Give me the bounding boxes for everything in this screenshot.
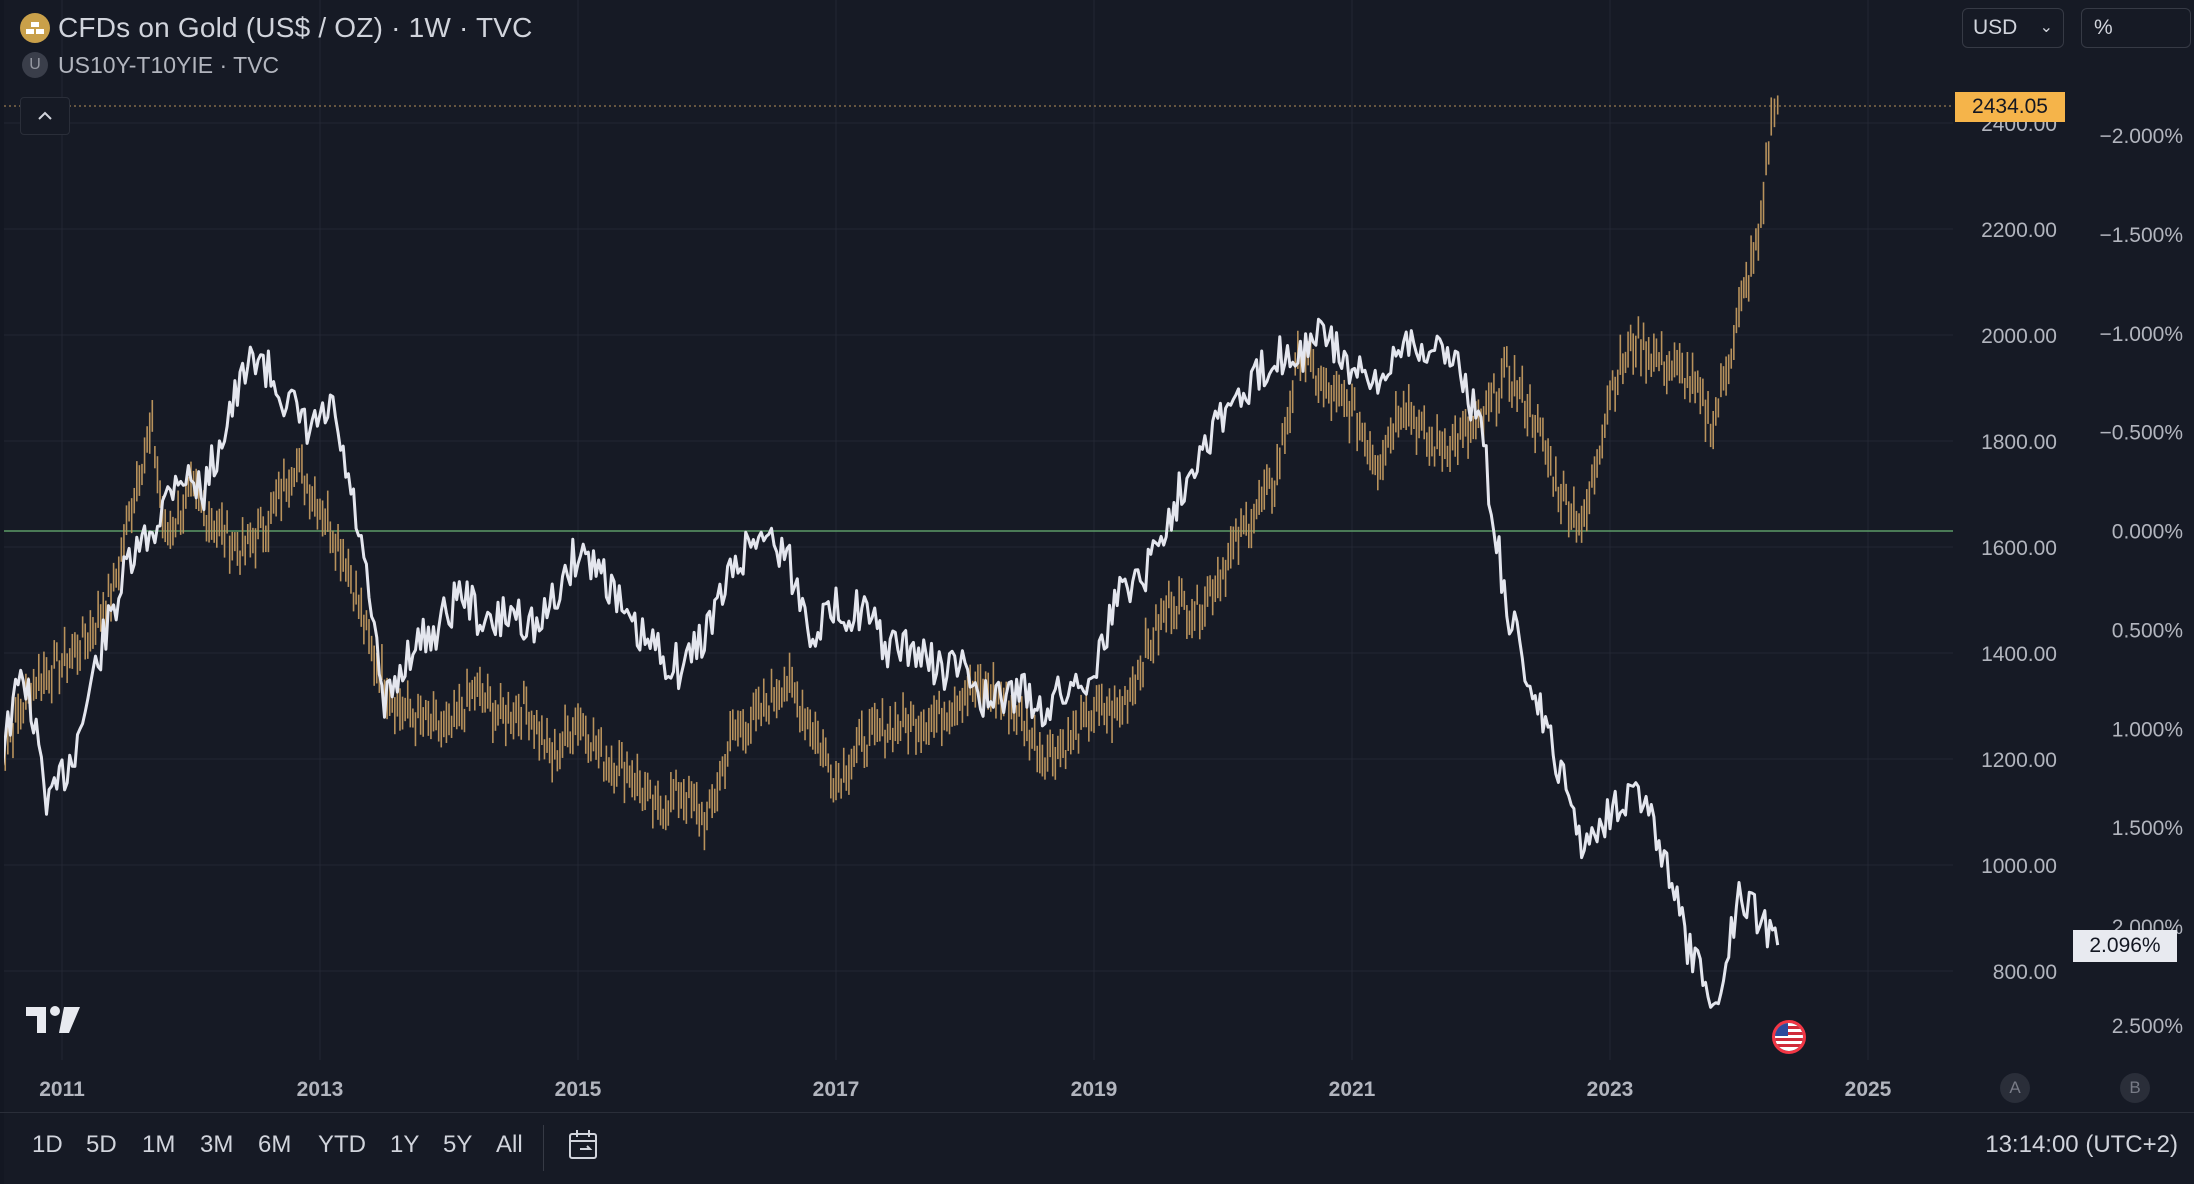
percent-tick-label: 0.500% [2112, 619, 2183, 642]
percent-tick-label: −1.500% [2100, 224, 2184, 247]
percent-tick-label: −0.500% [2100, 422, 2184, 445]
range-1y-button[interactable]: 1Y [390, 1131, 420, 1158]
range-5d-button[interactable]: 5D [86, 1131, 117, 1158]
gold-series [0, 95, 1779, 851]
scale-mode-select[interactable]: % [2081, 8, 2191, 48]
time-axis: 2011 2013 2015 2017 2019 2021 2023 2025 [39, 1078, 1891, 1101]
compare-symbol-icon: U [22, 52, 48, 78]
range-1m-button[interactable]: 1M [142, 1131, 176, 1158]
pane-border [0, 0, 4, 1184]
compare-series [0, 317, 1780, 1009]
price-tick-label: 800.00 [1993, 961, 2057, 984]
price-tick-label: 1800.00 [1981, 431, 2057, 454]
price-tick-label: 1200.00 [1981, 749, 2057, 772]
price-axis: 800.00 1000.00 1200.00 1400.00 1600.00 1800.0… [1981, 113, 2057, 984]
tradingview-logo-icon[interactable] [26, 1005, 82, 1040]
collapse-legend-button[interactable] [20, 97, 70, 135]
us-flag-event-icon[interactable] [1772, 1020, 1806, 1054]
gold-bars-icon [20, 13, 50, 43]
log-scale-button[interactable]: B [2120, 1073, 2150, 1103]
percent-tick-label: 0.000% [2112, 521, 2183, 544]
auto-scale-button[interactable]: A [2000, 1073, 2030, 1103]
price-tick-label: 1000.00 [1981, 855, 2057, 878]
time-tick-label: 2017 [813, 1078, 860, 1101]
calendar-goto-icon[interactable] [566, 1127, 602, 1168]
time-tick-label: 2023 [1587, 1078, 1634, 1101]
compare-line [0, 317, 1780, 1009]
timezone-clock[interactable]: 13:14:00 (UTC+2) [1985, 1131, 2178, 1158]
range-all-button[interactable]: All [496, 1131, 523, 1158]
time-tick-label: 2019 [1071, 1078, 1118, 1101]
chart-canvas[interactable]: 800.00 1000.00 1200.00 1400.00 1600.00 1800.0… [0, 0, 2194, 1112]
legend-compare-row[interactable]: U US10Y-T10YIE · TVC [20, 48, 533, 82]
currency-value: USD [1973, 16, 2018, 39]
currency-select[interactable]: USD ⌄ [1962, 8, 2064, 48]
percent-tick-label: 1.000% [2112, 718, 2183, 741]
percent-tick-label: −2.000% [2100, 125, 2184, 148]
time-tick-label: 2011 [39, 1078, 85, 1101]
toolbar-separator [543, 1125, 544, 1171]
last-price-badge: 2434.05 [1955, 92, 2065, 122]
price-tick-label: 1600.00 [1981, 537, 2057, 560]
percent-tick-label: −1.000% [2100, 323, 2184, 346]
time-tick-label: 2013 [297, 1078, 344, 1101]
price-tick-label: 1400.00 [1981, 643, 2057, 666]
range-6m-button[interactable]: 6M [258, 1131, 292, 1158]
percent-tick-label: 1.500% [2112, 817, 2183, 840]
range-3m-button[interactable]: 3M [200, 1131, 234, 1158]
time-tick-label: 2025 [1845, 1078, 1892, 1101]
legend-main-title: CFDs on Gold (US$ / OZ) · 1W · TVC [58, 12, 533, 43]
percent-tick-label: 2.500% [2112, 1015, 2183, 1038]
legend-main-row[interactable]: CFDs on Gold (US$ / OZ) · 1W · TVC [20, 10, 533, 46]
chart-legend: CFDs on Gold (US$ / OZ) · 1W · TVC U US1… [20, 10, 533, 82]
scale-mode-value: % [2094, 16, 2113, 39]
price-tick-label: 2000.00 [1981, 325, 2057, 348]
legend-compare-title: US10Y-T10YIE · TVC [58, 51, 280, 78]
time-tick-label: 2021 [1329, 1078, 1376, 1101]
percent-axis: −2.000% −1.500% −1.000% −0.500% 0.000% 0.500%… [2100, 125, 2184, 1038]
last-percent-badge: 2.096% [2073, 930, 2177, 962]
time-tick-label: 2015 [555, 1078, 602, 1101]
chart-grid [4, 0, 1953, 1060]
chevron-down-icon: ⌄ [2039, 19, 2053, 36]
bottom-toolbar: 1D 5D 1M 3M 6M YTD 1Y 5Y All 13:14:00 (U… [0, 1112, 2194, 1184]
range-1d-button[interactable]: 1D [32, 1131, 63, 1158]
price-tick-label: 2200.00 [1981, 219, 2057, 242]
chevron-up-icon [38, 111, 52, 120]
range-ytd-button[interactable]: YTD [318, 1131, 366, 1158]
range-5y-button[interactable]: 5Y [443, 1131, 473, 1158]
